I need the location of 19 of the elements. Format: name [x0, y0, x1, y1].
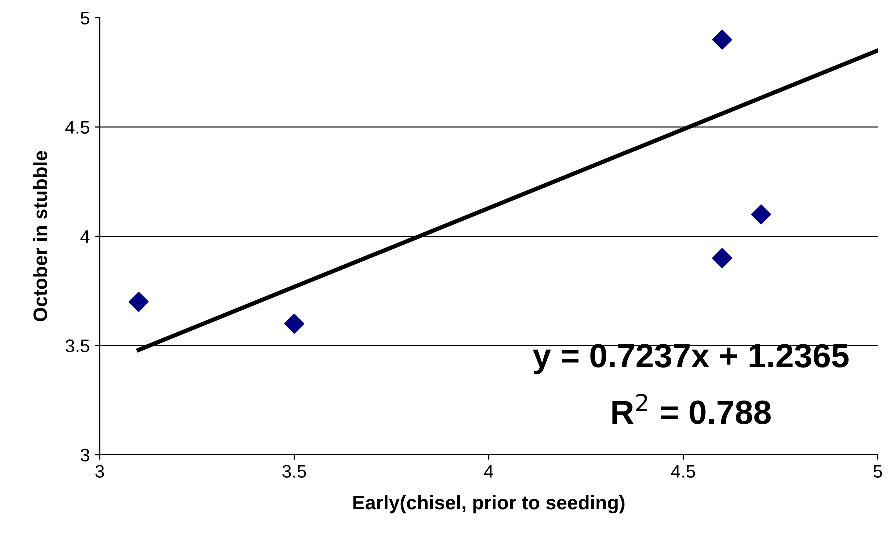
- y-tick-label: 5: [80, 12, 90, 25]
- x-tick-label: 4.5: [671, 465, 696, 478]
- point: [751, 204, 772, 225]
- y-tick-label: 3.5: [66, 340, 90, 352]
- y-tick-label: 4.5: [66, 121, 90, 134]
- point: [284, 314, 305, 334]
- x-tick-label: 3.5: [282, 465, 306, 478]
- y-axis-title: October in stubble: [33, 151, 48, 322]
- x-axis-title: Early(chisel, prior to seeding): [354, 495, 625, 514]
- point: [128, 292, 149, 312]
- point: [712, 30, 732, 50]
- y-tick-label: 3: [80, 448, 90, 462]
- annotation: y = 0.7237x + 1.2365: [533, 344, 849, 374]
- x-tick-label: 5: [874, 465, 882, 478]
- point: [712, 248, 732, 268]
- x-tick-label: 4: [484, 465, 494, 478]
- annotation: R$^{2}$ = 0.788: [612, 394, 771, 424]
- y-tick-label: 4: [80, 230, 90, 244]
- x-tick-label: 3: [96, 465, 104, 478]
